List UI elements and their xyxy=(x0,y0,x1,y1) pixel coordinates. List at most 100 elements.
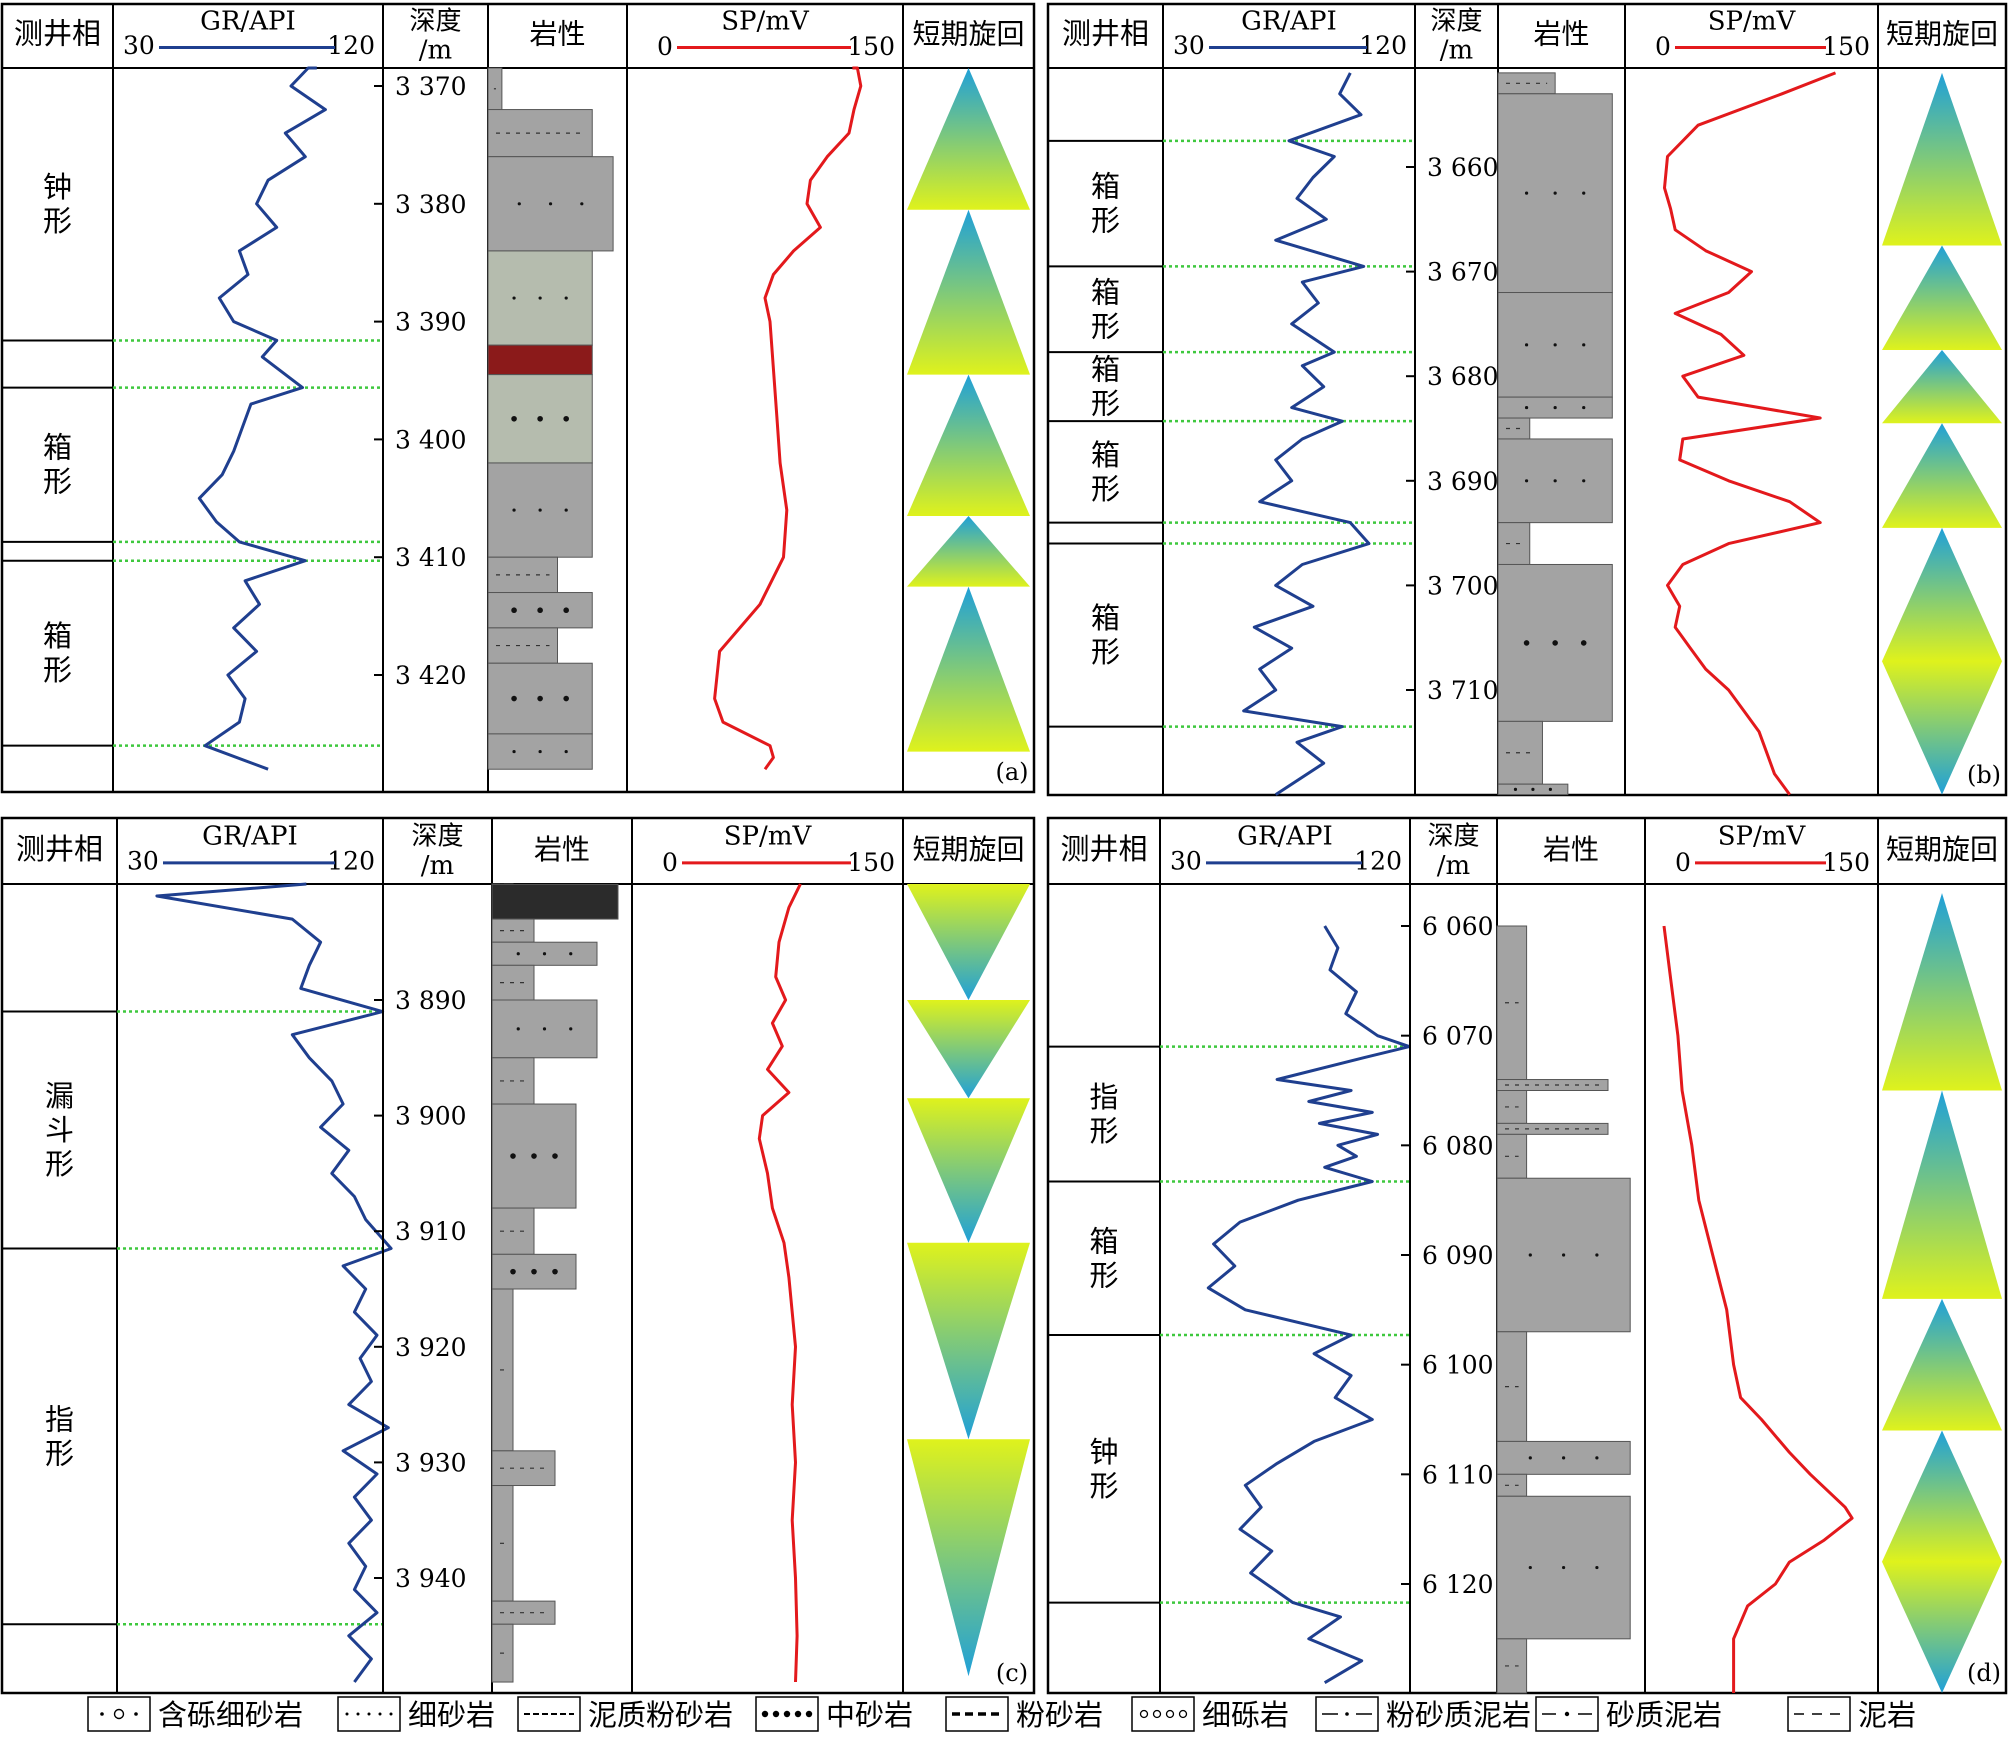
header-facies: 测井相 xyxy=(1062,17,1149,51)
header-gr-min: 30 xyxy=(1173,31,1205,60)
lithology-dot xyxy=(512,296,516,300)
legend-mark xyxy=(1152,1709,1162,1719)
legend-label: 泥岩 xyxy=(1858,1698,1916,1732)
legend-item: 含砾细砂岩 xyxy=(87,1696,303,1732)
lithology-dot xyxy=(1553,405,1557,410)
lithology-dot xyxy=(538,296,542,300)
depth-tick-label: 3 680 xyxy=(1427,362,1499,391)
lithology-dot xyxy=(1582,479,1586,483)
lithology-dot xyxy=(569,952,573,956)
header-depth-unit: /m xyxy=(421,851,454,881)
cycle-downward-triangle xyxy=(907,1242,1030,1440)
header-sp-max: 150 xyxy=(1822,848,1870,877)
cycle-upward-triangle xyxy=(1882,350,2002,424)
lithology-dot xyxy=(531,1268,537,1275)
lithology-dot xyxy=(1553,343,1557,347)
header-facies: 测井相 xyxy=(16,832,103,866)
header-depth-unit: /m xyxy=(419,35,452,65)
lithology-dot xyxy=(538,508,542,512)
lithology-dot xyxy=(1595,1565,1599,1570)
depth-tick-label: 3 940 xyxy=(395,1564,467,1593)
header-depth: 深度 xyxy=(1427,821,1479,851)
lithology-dot xyxy=(1528,1456,1532,1460)
depth-tick-label: 3 400 xyxy=(395,425,467,454)
lithology-dot xyxy=(537,695,543,702)
gr-curve xyxy=(1242,72,1371,796)
facies-label: 箱形 xyxy=(43,619,72,687)
panel-frame xyxy=(0,2,1036,794)
lithology-dot xyxy=(531,1153,537,1159)
cycle-upward-triangle xyxy=(1882,1090,2002,1299)
header-sp-max: 150 xyxy=(1822,32,1870,61)
header-gr: GR/API xyxy=(1241,7,1337,37)
lithology-bed xyxy=(1497,720,1543,785)
lithology-dot xyxy=(1553,479,1557,483)
gr-curve xyxy=(1206,925,1411,1684)
facies-label: 漏斗形 xyxy=(45,1079,74,1181)
legend-label: 粉砂质泥岩 xyxy=(1386,1698,1531,1732)
lithology-dot xyxy=(1595,1253,1599,1257)
lithology-legend: 含砾细砂岩 细砂岩 泥质粉砂岩 中砂岩 粉砂岩 细砾岩 粉砂质泥岩 砂质泥岩 泥岩 xyxy=(87,1696,1916,1732)
lithology-dot xyxy=(537,415,543,422)
header-lithology: 岩性 xyxy=(1543,833,1599,866)
facies-label: 钟形 xyxy=(43,170,72,238)
header-gr-max: 120 xyxy=(1354,846,1402,875)
legend-swatch xyxy=(87,1696,151,1732)
depth-tick-label: 3 410 xyxy=(395,543,467,572)
cycle-diamond xyxy=(1882,527,2002,795)
cycle-upward-triangle xyxy=(907,209,1030,375)
panel-frame xyxy=(0,816,1036,1695)
lithology-bed xyxy=(1496,1331,1528,1442)
header-sp: SP/mV xyxy=(1718,821,1807,851)
legend-mark xyxy=(345,1712,349,1716)
legend-label: 细砂岩 xyxy=(408,1698,495,1732)
panel-label: (d) xyxy=(1967,1659,2001,1687)
legend-item: 细砂岩 xyxy=(337,1696,495,1732)
lithology-dot xyxy=(563,607,569,614)
facies-label: 指形 xyxy=(45,1402,74,1470)
depth-tick-label: 3 900 xyxy=(395,1102,467,1131)
lithology-dot xyxy=(1562,1456,1566,1460)
lithology-dot xyxy=(1531,787,1535,791)
lithology-dot xyxy=(511,415,517,422)
header-gr-min: 30 xyxy=(127,846,159,875)
header-depth: 深度 xyxy=(1430,7,1482,37)
lithology-bed xyxy=(1496,1079,1609,1091)
header-sp: SP/mV xyxy=(724,821,813,851)
depth-tick-label: 3 710 xyxy=(1427,676,1499,705)
cycle-downward-triangle xyxy=(907,1439,1030,1677)
header-sp: SP/mV xyxy=(721,7,810,37)
facies-label: 钟形 xyxy=(1089,1435,1118,1503)
depth-tick-label: 3 700 xyxy=(1427,571,1499,600)
header-facies: 测井相 xyxy=(1060,832,1147,866)
facies-label: 箱形 xyxy=(1091,438,1120,506)
lithology-bed xyxy=(1497,522,1531,565)
cycle-upward-triangle xyxy=(907,515,1030,587)
legend-mark xyxy=(134,1712,138,1716)
legend-mark xyxy=(100,1712,104,1716)
lithology-dot xyxy=(1513,787,1518,791)
header-cycle: 短期旋回 xyxy=(912,18,1024,51)
header-sp-min: 0 xyxy=(662,848,678,877)
depth-tick-label: 3 670 xyxy=(1427,258,1499,287)
lithology-dot xyxy=(1582,191,1586,195)
sp-curve xyxy=(713,66,863,771)
cycle-downward-triangle xyxy=(907,1000,1030,1099)
header-gr-min: 30 xyxy=(1170,846,1202,875)
legend-mark xyxy=(389,1712,393,1716)
lithology-dot xyxy=(1528,1565,1532,1570)
lithology-dot xyxy=(564,749,568,754)
lithology-dot xyxy=(512,749,516,754)
legend-label: 粉砂岩 xyxy=(1016,1698,1103,1732)
lithology-dot xyxy=(512,508,516,512)
gr-curve xyxy=(155,882,393,1683)
lithology-bed xyxy=(1496,1122,1609,1135)
cycle-upward-triangle xyxy=(907,68,1030,210)
legend-mark xyxy=(367,1712,371,1716)
legend-item: 砂质泥岩 xyxy=(1535,1696,1722,1732)
lithology-bed xyxy=(1496,925,1528,1081)
cycle-upward-triangle xyxy=(1882,893,2002,1091)
lithology-dot xyxy=(510,1153,516,1159)
depth-tick-label: 6 070 xyxy=(1422,1022,1494,1051)
